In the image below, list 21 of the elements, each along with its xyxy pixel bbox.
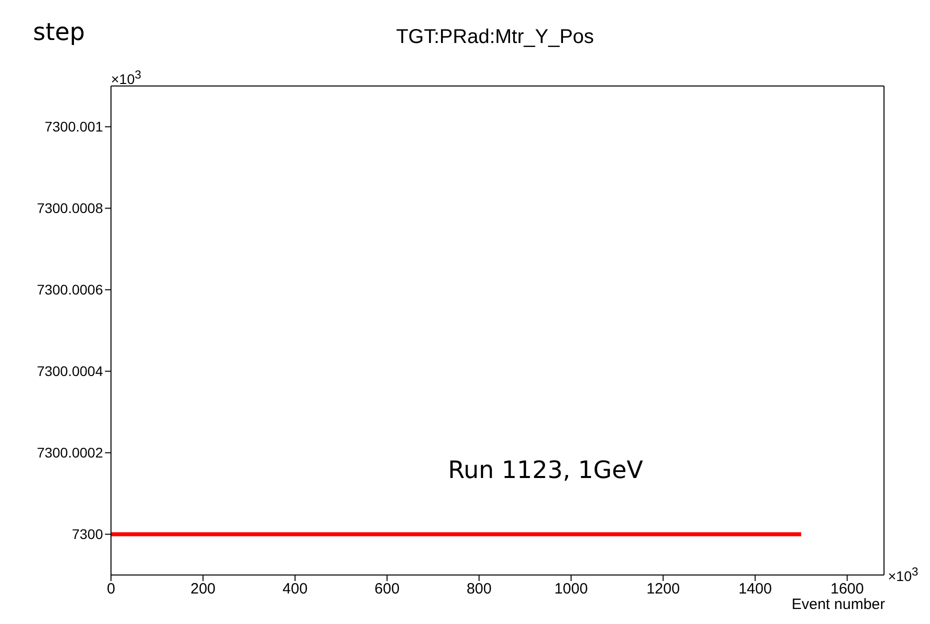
y-tick-label: 7300.0004 [36,363,104,380]
x-axis-title: Event number [792,596,885,613]
annotation: Run 1123, 1GeV [448,456,644,484]
y-tick-label: 7300.0008 [36,200,104,216]
x-tick-label: 0 [106,580,116,598]
y-tick-label: 7300 [72,526,104,542]
x-tick-label: 1000 [554,580,588,598]
text: step [33,18,85,46]
x-tick-label: 1600 [830,580,864,598]
y-tick-label: 7300.0006 [36,282,104,298]
y-tick-label: 7300.001 [44,118,104,135]
text: ×10$^{3}$ [888,565,918,584]
annotation: ×10$^{3}$ [111,68,142,87]
x-tick-label: 400 [282,580,308,598]
x-tick-label: 200 [190,580,216,598]
chart-title: TGT:PRad:Mtr_Y_Pos [396,26,594,48]
x-tick-label: 600 [374,580,400,598]
x-tick-label: 1200 [646,580,680,598]
y-tick-label: 7300.0002 [36,444,104,461]
x-tick-label: 1400 [738,580,772,598]
x-tick-label: 800 [466,580,492,598]
